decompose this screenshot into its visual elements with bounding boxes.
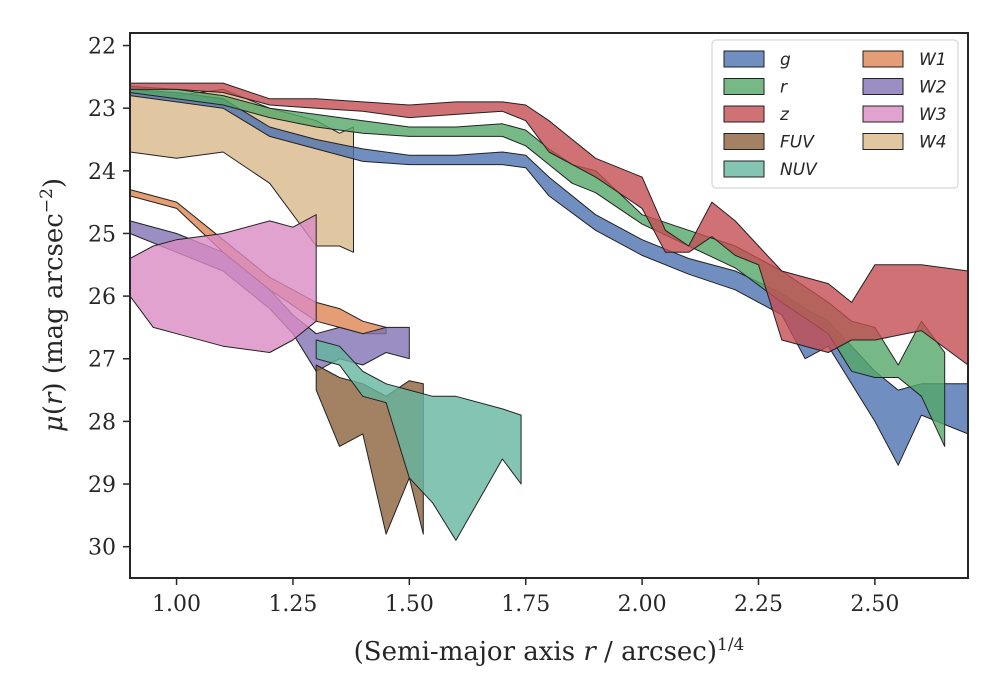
band-nuv [315, 339, 522, 541]
legend-swatch-w2 [862, 78, 904, 95]
x-tick-label: 2.00 [618, 592, 667, 617]
legend-label-g: g [780, 50, 791, 70]
legend-swatch-w1 [862, 50, 904, 68]
y-tick-label: 28 [88, 410, 116, 435]
plot-frame [129, 32, 969, 579]
y-tick-label: 22 [88, 35, 116, 60]
x-axis-ticks: 1.00 1.25 1.50 1.75 2.00 2.25 2.50 [152, 578, 899, 617]
y-tick-label: 29 [88, 473, 116, 498]
legend-label-fuv: FUV [780, 133, 815, 153]
x-tick-label: 2.25 [734, 592, 783, 617]
y-axis-ticks: 22 23 24 25 26 27 28 29 30 [88, 35, 130, 561]
legend-swatch-w4 [862, 133, 904, 150]
plot-areas [129, 82, 969, 541]
y-tick-label: 23 [88, 97, 116, 122]
legend-label-w3: W3 [919, 105, 947, 125]
x-tick-label: 1.25 [268, 592, 317, 617]
legend-swatch-g [723, 50, 765, 68]
x-axis-label: (Semi-major axis r / arcsec)1/4 [354, 635, 745, 667]
band-w3 [129, 214, 317, 353]
legend-label-w1: W1 [919, 50, 947, 70]
legend-label-nuv: NUV [780, 160, 818, 180]
x-tick-label: 1.00 [152, 592, 201, 617]
y-tick-label: 30 [88, 536, 116, 561]
legend-frame [711, 39, 959, 189]
x-tick-label: 1.50 [385, 592, 434, 617]
legend-swatch-nuv [723, 160, 765, 178]
legend-swatch-w3 [862, 105, 904, 123]
legend: grz FUV NUV W1 W2 W3 W4 [711, 39, 959, 189]
legend-label-r: r [780, 78, 788, 98]
y-tick-label: 25 [88, 222, 116, 247]
legend-label-w2: W2 [919, 78, 947, 98]
legend-swatch-r [723, 78, 765, 95]
legend-label-w4: W4 [919, 133, 947, 153]
band-r [129, 85, 946, 447]
legend-swatch-z [723, 105, 765, 123]
y-axis-label: μ(r) (mag arcsec−2) [37, 178, 69, 432]
legend-swatch-fuv [723, 133, 765, 150]
y-tick-label: 24 [88, 160, 116, 185]
x-tick-label: 1.75 [501, 592, 550, 617]
x-tick-label: 2.50 [850, 592, 899, 617]
y-tick-label: 27 [88, 348, 116, 373]
legend-label-z: z [779, 105, 790, 125]
y-tick-label: 26 [88, 285, 116, 310]
